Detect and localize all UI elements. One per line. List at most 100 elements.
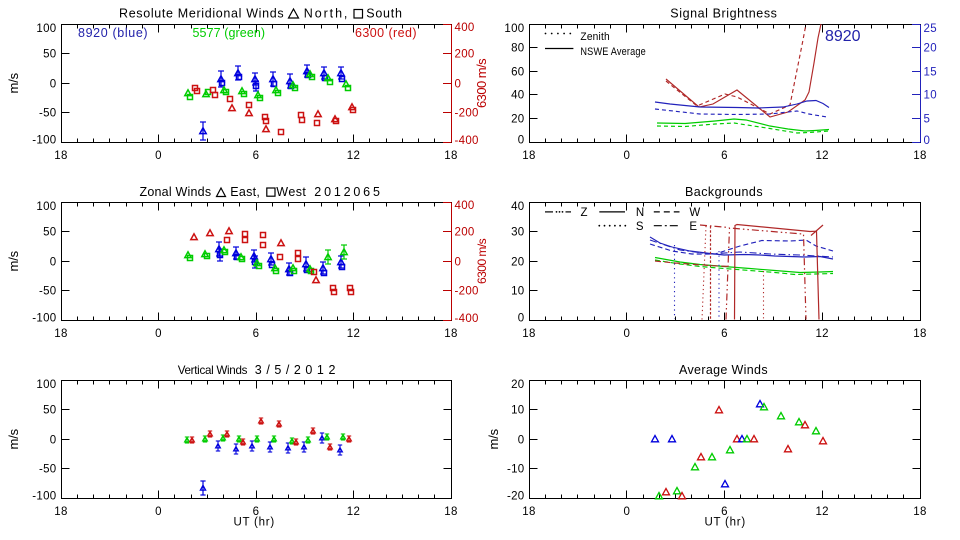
svg-text:5: 5 bbox=[924, 114, 931, 126]
svg-text:0: 0 bbox=[623, 506, 630, 518]
svg-text:18: 18 bbox=[913, 150, 926, 162]
svg-text:6300 m/s: 6300 m/s bbox=[475, 238, 489, 284]
svg-text:-50: -50 bbox=[39, 286, 57, 298]
svg-text:6: 6 bbox=[721, 150, 728, 162]
svg-text:20: 20 bbox=[511, 257, 524, 269]
svg-text:18: 18 bbox=[444, 150, 457, 162]
svg-text:0: 0 bbox=[924, 135, 931, 147]
svg-text:0: 0 bbox=[155, 328, 162, 340]
svg-text:8920 (blue): 8920 (blue) bbox=[78, 26, 148, 40]
svg-text:6: 6 bbox=[721, 506, 728, 518]
svg-text:18: 18 bbox=[913, 506, 926, 518]
svg-text:-10: -10 bbox=[507, 464, 525, 476]
svg-text:Zenith: Zenith bbox=[580, 31, 610, 43]
svg-text:400: 400 bbox=[455, 200, 475, 212]
svg-text:-20: -20 bbox=[507, 491, 525, 503]
svg-text:50: 50 bbox=[43, 227, 56, 239]
svg-text:Signal Brightness: Signal Brightness bbox=[670, 7, 777, 21]
svg-text:0: 0 bbox=[518, 135, 525, 147]
svg-text:18: 18 bbox=[54, 328, 67, 340]
svg-text:0: 0 bbox=[518, 435, 525, 447]
svg-text:0: 0 bbox=[623, 150, 630, 162]
svg-text:m/s: m/s bbox=[6, 428, 21, 449]
svg-text:6300 (red): 6300 (red) bbox=[355, 26, 417, 40]
svg-text:6: 6 bbox=[253, 328, 260, 340]
svg-text:Resolute Meridional Winds: Resolute Meridional Winds bbox=[119, 7, 284, 21]
svg-text:-50: -50 bbox=[39, 464, 57, 476]
svg-text:0: 0 bbox=[518, 313, 525, 325]
svg-text:100: 100 bbox=[36, 201, 56, 213]
svg-text:-50: -50 bbox=[39, 108, 57, 120]
svg-text:Backgrounds: Backgrounds bbox=[685, 185, 763, 199]
svg-text:10: 10 bbox=[511, 405, 524, 417]
svg-text:South: South bbox=[366, 7, 402, 21]
svg-text:6300 m/s: 6300 m/s bbox=[474, 58, 489, 108]
svg-text:12: 12 bbox=[347, 506, 360, 518]
svg-text:North,: North, bbox=[304, 7, 348, 21]
svg-text:25: 25 bbox=[924, 23, 937, 35]
svg-text:80: 80 bbox=[511, 43, 524, 55]
svg-text:-400: -400 bbox=[455, 313, 479, 325]
svg-text:12: 12 bbox=[347, 150, 360, 162]
svg-text:Zonal Winds: Zonal Winds bbox=[140, 185, 212, 199]
svg-text:18: 18 bbox=[522, 328, 535, 340]
svg-text:200: 200 bbox=[455, 49, 475, 61]
svg-text:50: 50 bbox=[43, 405, 56, 417]
svg-text:12: 12 bbox=[347, 328, 360, 340]
svg-text:18: 18 bbox=[444, 328, 457, 340]
svg-text:18: 18 bbox=[522, 150, 535, 162]
svg-text:18: 18 bbox=[913, 328, 926, 340]
svg-text:W: W bbox=[689, 207, 700, 219]
svg-text:0: 0 bbox=[50, 435, 57, 447]
svg-text:18: 18 bbox=[444, 506, 457, 518]
svg-text:200: 200 bbox=[455, 227, 475, 239]
svg-text:60: 60 bbox=[511, 67, 524, 79]
svg-text:0: 0 bbox=[50, 257, 57, 269]
svg-text:2012065: 2012065 bbox=[314, 185, 380, 199]
svg-text:0: 0 bbox=[50, 79, 57, 91]
svg-text:18: 18 bbox=[54, 150, 67, 162]
svg-text:100: 100 bbox=[36, 23, 56, 35]
svg-text:0: 0 bbox=[155, 506, 162, 518]
svg-text:8920: 8920 bbox=[825, 28, 861, 45]
svg-text:12: 12 bbox=[815, 150, 828, 162]
svg-text:UT (hr): UT (hr) bbox=[234, 517, 275, 529]
svg-text:3/5/2012: 3/5/2012 bbox=[255, 363, 336, 377]
svg-text:10: 10 bbox=[924, 90, 937, 102]
svg-text:0: 0 bbox=[455, 79, 462, 91]
svg-text:400: 400 bbox=[455, 22, 475, 34]
svg-text:m/s: m/s bbox=[6, 250, 21, 271]
svg-text:East,: East, bbox=[230, 185, 260, 199]
svg-text:20: 20 bbox=[511, 114, 524, 126]
svg-text:100: 100 bbox=[36, 379, 56, 391]
svg-text:12: 12 bbox=[815, 328, 828, 340]
svg-text:-100: -100 bbox=[32, 491, 56, 503]
svg-text:5577 (green): 5577 (green) bbox=[193, 26, 266, 40]
svg-text:12: 12 bbox=[815, 506, 828, 518]
svg-text:18: 18 bbox=[522, 506, 535, 518]
svg-text:UT (hr): UT (hr) bbox=[705, 517, 746, 529]
svg-text:NSWE Average: NSWE Average bbox=[580, 46, 646, 58]
svg-text:-100: -100 bbox=[32, 313, 56, 325]
svg-text:6: 6 bbox=[253, 506, 260, 518]
svg-text:15: 15 bbox=[924, 67, 937, 79]
svg-text:E: E bbox=[689, 221, 697, 233]
svg-text:-400: -400 bbox=[455, 135, 479, 147]
svg-text:0: 0 bbox=[155, 150, 162, 162]
svg-text:30: 30 bbox=[511, 227, 524, 239]
svg-text:40: 40 bbox=[511, 90, 524, 102]
svg-text:20: 20 bbox=[924, 43, 937, 55]
svg-text:18: 18 bbox=[54, 506, 67, 518]
svg-text:20: 20 bbox=[511, 379, 524, 391]
svg-text:6: 6 bbox=[253, 150, 260, 162]
svg-text:m/s: m/s bbox=[6, 72, 21, 93]
svg-text:-200: -200 bbox=[455, 108, 479, 120]
svg-text:Average Winds: Average Winds bbox=[679, 363, 768, 377]
svg-text:-200: -200 bbox=[455, 286, 479, 298]
svg-text:40: 40 bbox=[511, 201, 524, 213]
svg-text:6: 6 bbox=[721, 328, 728, 340]
svg-text:10: 10 bbox=[511, 286, 524, 298]
svg-text:-100: -100 bbox=[32, 135, 56, 147]
svg-text:0: 0 bbox=[623, 328, 630, 340]
svg-text:S: S bbox=[636, 221, 644, 233]
